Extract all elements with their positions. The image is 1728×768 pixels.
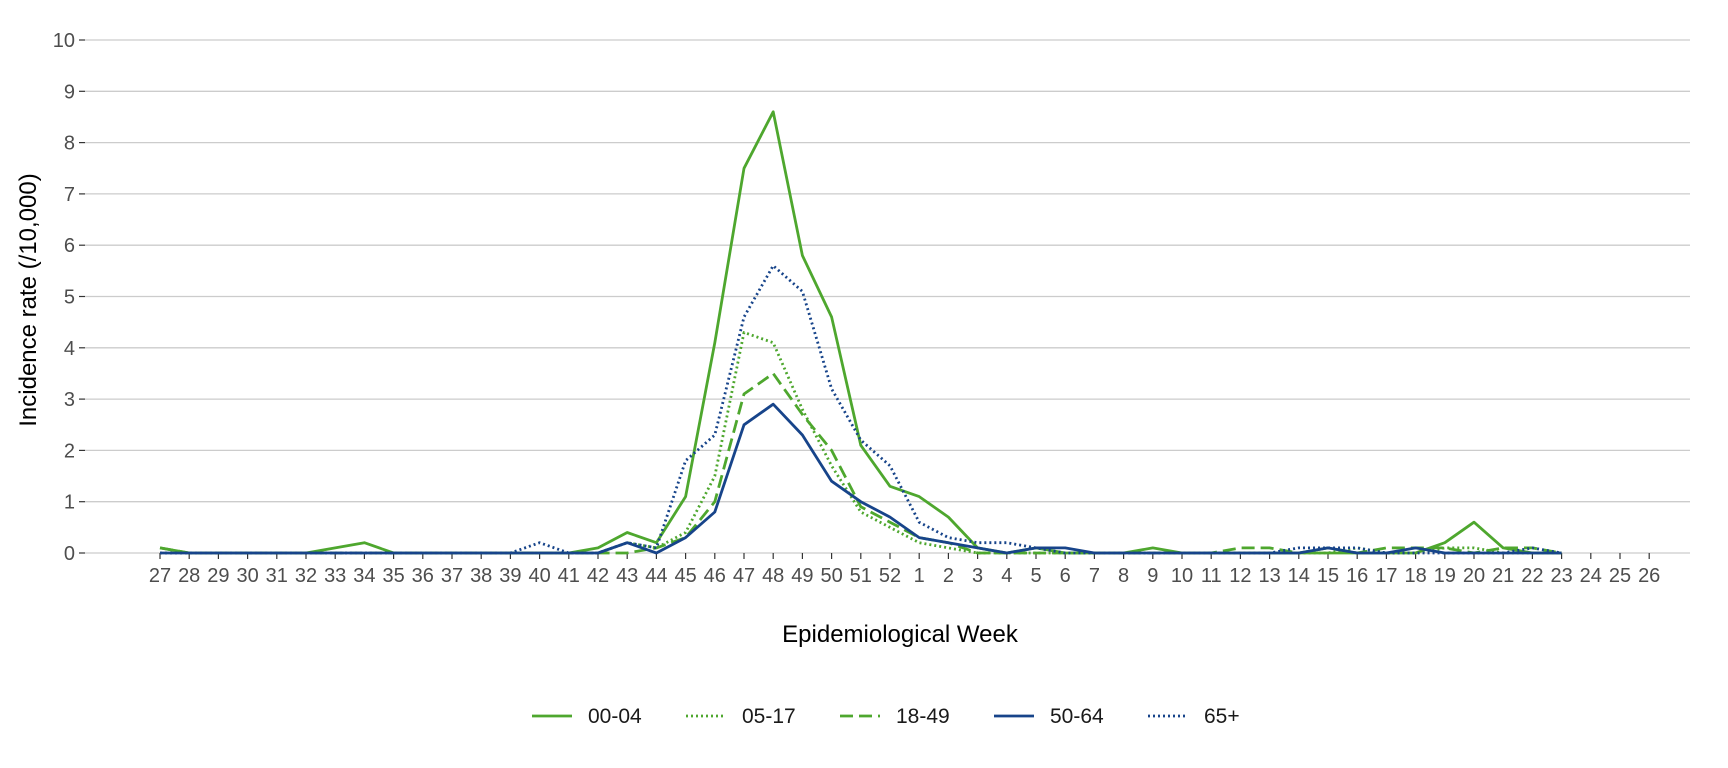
legend-label: 00-04 xyxy=(588,705,642,728)
series-line-65+ xyxy=(160,264,1562,555)
x-tick-label: 19 xyxy=(1434,565,1456,587)
x-tick-label: 51 xyxy=(850,565,872,587)
series-line-18-49 xyxy=(159,372,1562,555)
y-tick-label: 4 xyxy=(64,338,75,360)
x-tick-label: 36 xyxy=(412,565,434,587)
x-tick-label: 31 xyxy=(266,565,288,587)
x-tick-label: 20 xyxy=(1463,565,1485,587)
x-tick-label: 21 xyxy=(1492,565,1514,587)
y-tick-label: 3 xyxy=(64,389,75,411)
y-axis-title: Incidence rate (/10,000) xyxy=(15,173,42,427)
x-tick-label: 1 xyxy=(914,565,925,587)
x-tick-label: 41 xyxy=(558,565,580,587)
legend-label: 05-17 xyxy=(742,705,796,728)
x-tick-label: 5 xyxy=(1030,565,1041,587)
x-tick-label: 25 xyxy=(1609,565,1631,587)
gridlines xyxy=(85,39,1690,554)
series-lines xyxy=(159,110,1562,555)
x-tick-label: 13 xyxy=(1258,565,1280,587)
x-tick-label: 2 xyxy=(943,565,954,587)
x-tick-label: 32 xyxy=(295,565,317,587)
y-tick-label: 1 xyxy=(64,492,75,514)
x-tick-label: 43 xyxy=(616,565,638,587)
y-tick-label: 9 xyxy=(64,81,75,103)
x-tick-label: 42 xyxy=(587,565,609,587)
x-tick-label: 23 xyxy=(1550,565,1572,587)
x-tick-label: 37 xyxy=(441,565,463,587)
x-tick-label: 30 xyxy=(236,565,258,587)
x-tick-label: 4 xyxy=(1001,565,1012,587)
x-tick-label: 24 xyxy=(1580,565,1602,587)
x-tick-label: 26 xyxy=(1638,565,1660,587)
x-tick-label: 22 xyxy=(1521,565,1543,587)
y-tick-label: 7 xyxy=(64,184,75,206)
x-tick-label: 9 xyxy=(1147,565,1158,587)
x-tick-label: 15 xyxy=(1317,565,1339,587)
x-tick-label: 7 xyxy=(1089,565,1100,587)
x-tick-label: 47 xyxy=(733,565,755,587)
x-tick-label: 17 xyxy=(1375,565,1397,587)
x-tick-label: 8 xyxy=(1118,565,1129,587)
x-axis-title: Epidemiological Week xyxy=(782,621,1019,648)
legend-label: 65+ xyxy=(1204,705,1240,728)
x-tick-label: 39 xyxy=(499,565,521,587)
y-tick-label: 0 xyxy=(64,543,75,565)
y-axis-ticks: 0 1 2 3 4 5 6 7 8 9 10 xyxy=(53,30,85,565)
x-tick-label: 29 xyxy=(207,565,229,587)
x-tick-label: 40 xyxy=(528,565,550,587)
x-tick-label: 48 xyxy=(762,565,784,587)
x-tick-label: 27 xyxy=(149,565,171,587)
x-tick-label: 18 xyxy=(1404,565,1426,587)
x-tick-label: 33 xyxy=(324,565,346,587)
x-tick-label: 52 xyxy=(879,565,901,587)
x-tick-label: 10 xyxy=(1171,565,1193,587)
x-tick-label: 46 xyxy=(704,565,726,587)
x-tick-label: 12 xyxy=(1229,565,1251,587)
x-tick-label: 28 xyxy=(178,565,200,587)
legend-label: 18-49 xyxy=(896,705,950,728)
x-tick-label: 14 xyxy=(1288,565,1310,587)
x-tick-label: 16 xyxy=(1346,565,1368,587)
x-tick-label: 45 xyxy=(674,565,696,587)
x-axis-ticks: 27 28 29 30 31 32 33 34 35 36 37 38 39 40 41 42 43 44 45 46… xyxy=(149,553,1660,587)
y-tick-label: 2 xyxy=(64,440,75,462)
y-tick-label: 5 xyxy=(64,287,75,309)
x-tick-label: 6 xyxy=(1060,565,1071,587)
y-tick-label: 6 xyxy=(64,235,75,257)
x-tick-label: 34 xyxy=(353,565,375,587)
x-tick-label: 44 xyxy=(645,565,667,587)
y-tick-label: 10 xyxy=(53,30,75,52)
legend-label: 50-64 xyxy=(1050,705,1104,728)
x-tick-label: 49 xyxy=(791,565,813,587)
x-tick-label: 38 xyxy=(470,565,492,587)
x-tick-label: 50 xyxy=(820,565,842,587)
y-tick-label: 8 xyxy=(64,133,75,155)
x-tick-label: 35 xyxy=(382,565,404,587)
series-line-00-04 xyxy=(159,110,1562,555)
legend: 00-04 05-17 18-49 50-64 65+ xyxy=(532,705,1240,728)
x-tick-label: 3 xyxy=(972,565,983,587)
x-tick-label: 11 xyxy=(1201,565,1222,587)
series-line-50-64 xyxy=(160,402,1562,555)
